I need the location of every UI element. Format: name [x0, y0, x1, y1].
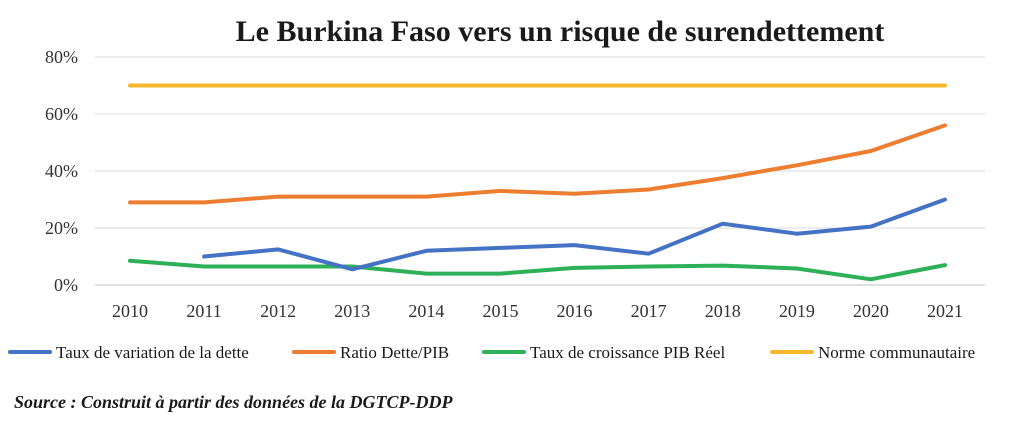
source-caption: Source : Construit à partir des données …: [14, 392, 453, 412]
series-line-2: [128, 258, 947, 282]
x-axis-ticks: 2010 2011 2012 2013 2014 2015 2016 2017 2018 2019…: [112, 301, 963, 321]
legend-label: Norme communautaire: [818, 343, 975, 362]
legend-label: Taux de croissance PIB Réel: [530, 343, 725, 362]
gridlines: [95, 56, 985, 286]
x-tick-label: 2010: [112, 301, 148, 321]
y-axis-ticks: 0% 20% 40% 60% 80%: [45, 47, 78, 295]
x-tick-label: 2012: [260, 301, 296, 321]
x-tick-label: 2013: [334, 301, 370, 321]
series-line-0: [202, 197, 947, 272]
legend-label: Ratio Dette/PIB: [340, 343, 449, 362]
x-tick-label: 2020: [853, 301, 889, 321]
y-tick-label: 20%: [45, 218, 78, 238]
y-tick-label: 80%: [45, 47, 78, 67]
legend: Taux de variation de la dette Ratio Dette…: [8, 343, 975, 362]
x-tick-label: 2019: [779, 301, 815, 321]
x-tick-label: 2016: [557, 301, 593, 321]
x-tick-label: 2017: [631, 301, 667, 321]
chart-title: Le Burkina Faso vers un risque de surend…: [236, 15, 885, 48]
x-tick-label: 2015: [482, 301, 518, 321]
x-tick-label: 2014: [408, 301, 444, 321]
series-lines: [128, 83, 947, 282]
x-tick-label: 2021: [927, 301, 963, 321]
series-line-1: [128, 123, 947, 205]
x-tick-label: 2018: [705, 301, 741, 321]
x-tick-label: 2011: [186, 301, 221, 321]
y-tick-label: 40%: [45, 161, 78, 181]
legend-label: Taux de variation de la dette: [56, 343, 249, 362]
y-tick-label: 0%: [54, 275, 78, 295]
y-tick-label: 60%: [45, 104, 78, 124]
